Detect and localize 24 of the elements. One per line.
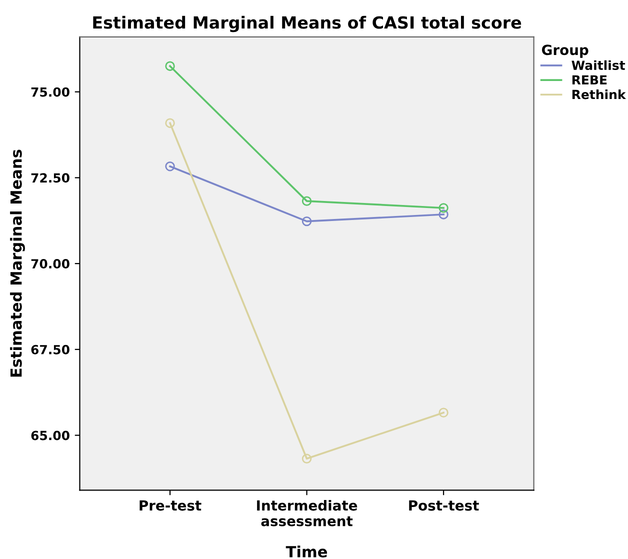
legend-label: Waitlist [572,60,626,70]
chart-title: Estimated Marginal Means of CASI total score [93,16,522,32]
y-tick-label: 65.00 [31,430,70,440]
point [438,203,448,213]
y-tick-label: 72.50 [31,173,70,183]
legend-label: Rethink [572,90,626,100]
y-tick-label: 70.00 [31,259,70,268]
point [302,454,312,464]
y-tick-label: 67.50 [31,344,70,354]
point [438,408,448,418]
point [165,162,175,172]
legend-title: Group [542,44,588,58]
x-axis-title: Time [286,546,328,558]
y-axis-title: Estimated Marginal Means [10,150,25,377]
point [302,196,312,206]
point [165,118,175,128]
point [165,61,175,71]
y-tick-label: 75.00 [31,87,70,97]
x-tick-label: Intermediate assessment [257,500,358,526]
point [302,216,312,226]
legend-label: REBE [572,75,607,84]
x-tick-label: Pre-test [140,500,202,511]
x-tick-label: Post-test [409,500,479,511]
point [438,210,448,220]
